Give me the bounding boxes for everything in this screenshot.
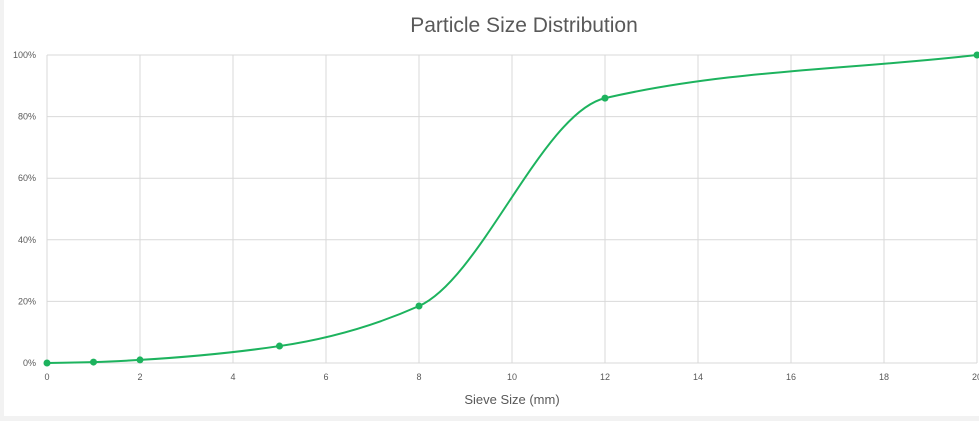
data-point[interactable] [601,94,609,102]
data-point[interactable] [90,358,97,366]
x-tick-labels: 0 2 4 6 8 10 12 14 16 18 20 [44,372,979,382]
x-tick-label: 10 [507,372,517,382]
x-tick-label: 16 [786,372,796,382]
y-tick-label: 60% [18,173,36,183]
x-tick-label: 0 [44,372,49,382]
y-tick-label: 100% [13,50,36,60]
data-point[interactable] [43,359,51,367]
x-tick-label: 20 [972,372,979,382]
y-tick-label: 0% [23,358,36,368]
data-point[interactable] [136,356,144,364]
data-point[interactable] [276,342,283,350]
y-tick-label: 80% [18,112,36,122]
series-line [46,54,978,364]
y-tick-labels: 0% 20% 40% 60% 80% 100% [13,50,36,368]
x-tick-label: 6 [323,372,328,382]
y-tick-label: 40% [18,235,36,245]
x-tick-label: 4 [230,372,235,382]
x-tick-label: 14 [693,372,703,382]
x-tick-label: 8 [416,372,421,382]
series-group [43,51,979,367]
gridlines [46,54,978,364]
chart-title: Particle Size Distribution [410,14,638,37]
data-point[interactable] [415,302,423,310]
y-tick-label: 20% [18,296,36,306]
x-tick-label: 18 [879,372,889,382]
x-axis-title: Sieve Size (mm) [464,392,559,407]
x-tick-label: 12 [600,372,610,382]
x-tick-label: 2 [137,372,142,382]
data-point[interactable] [973,51,979,59]
